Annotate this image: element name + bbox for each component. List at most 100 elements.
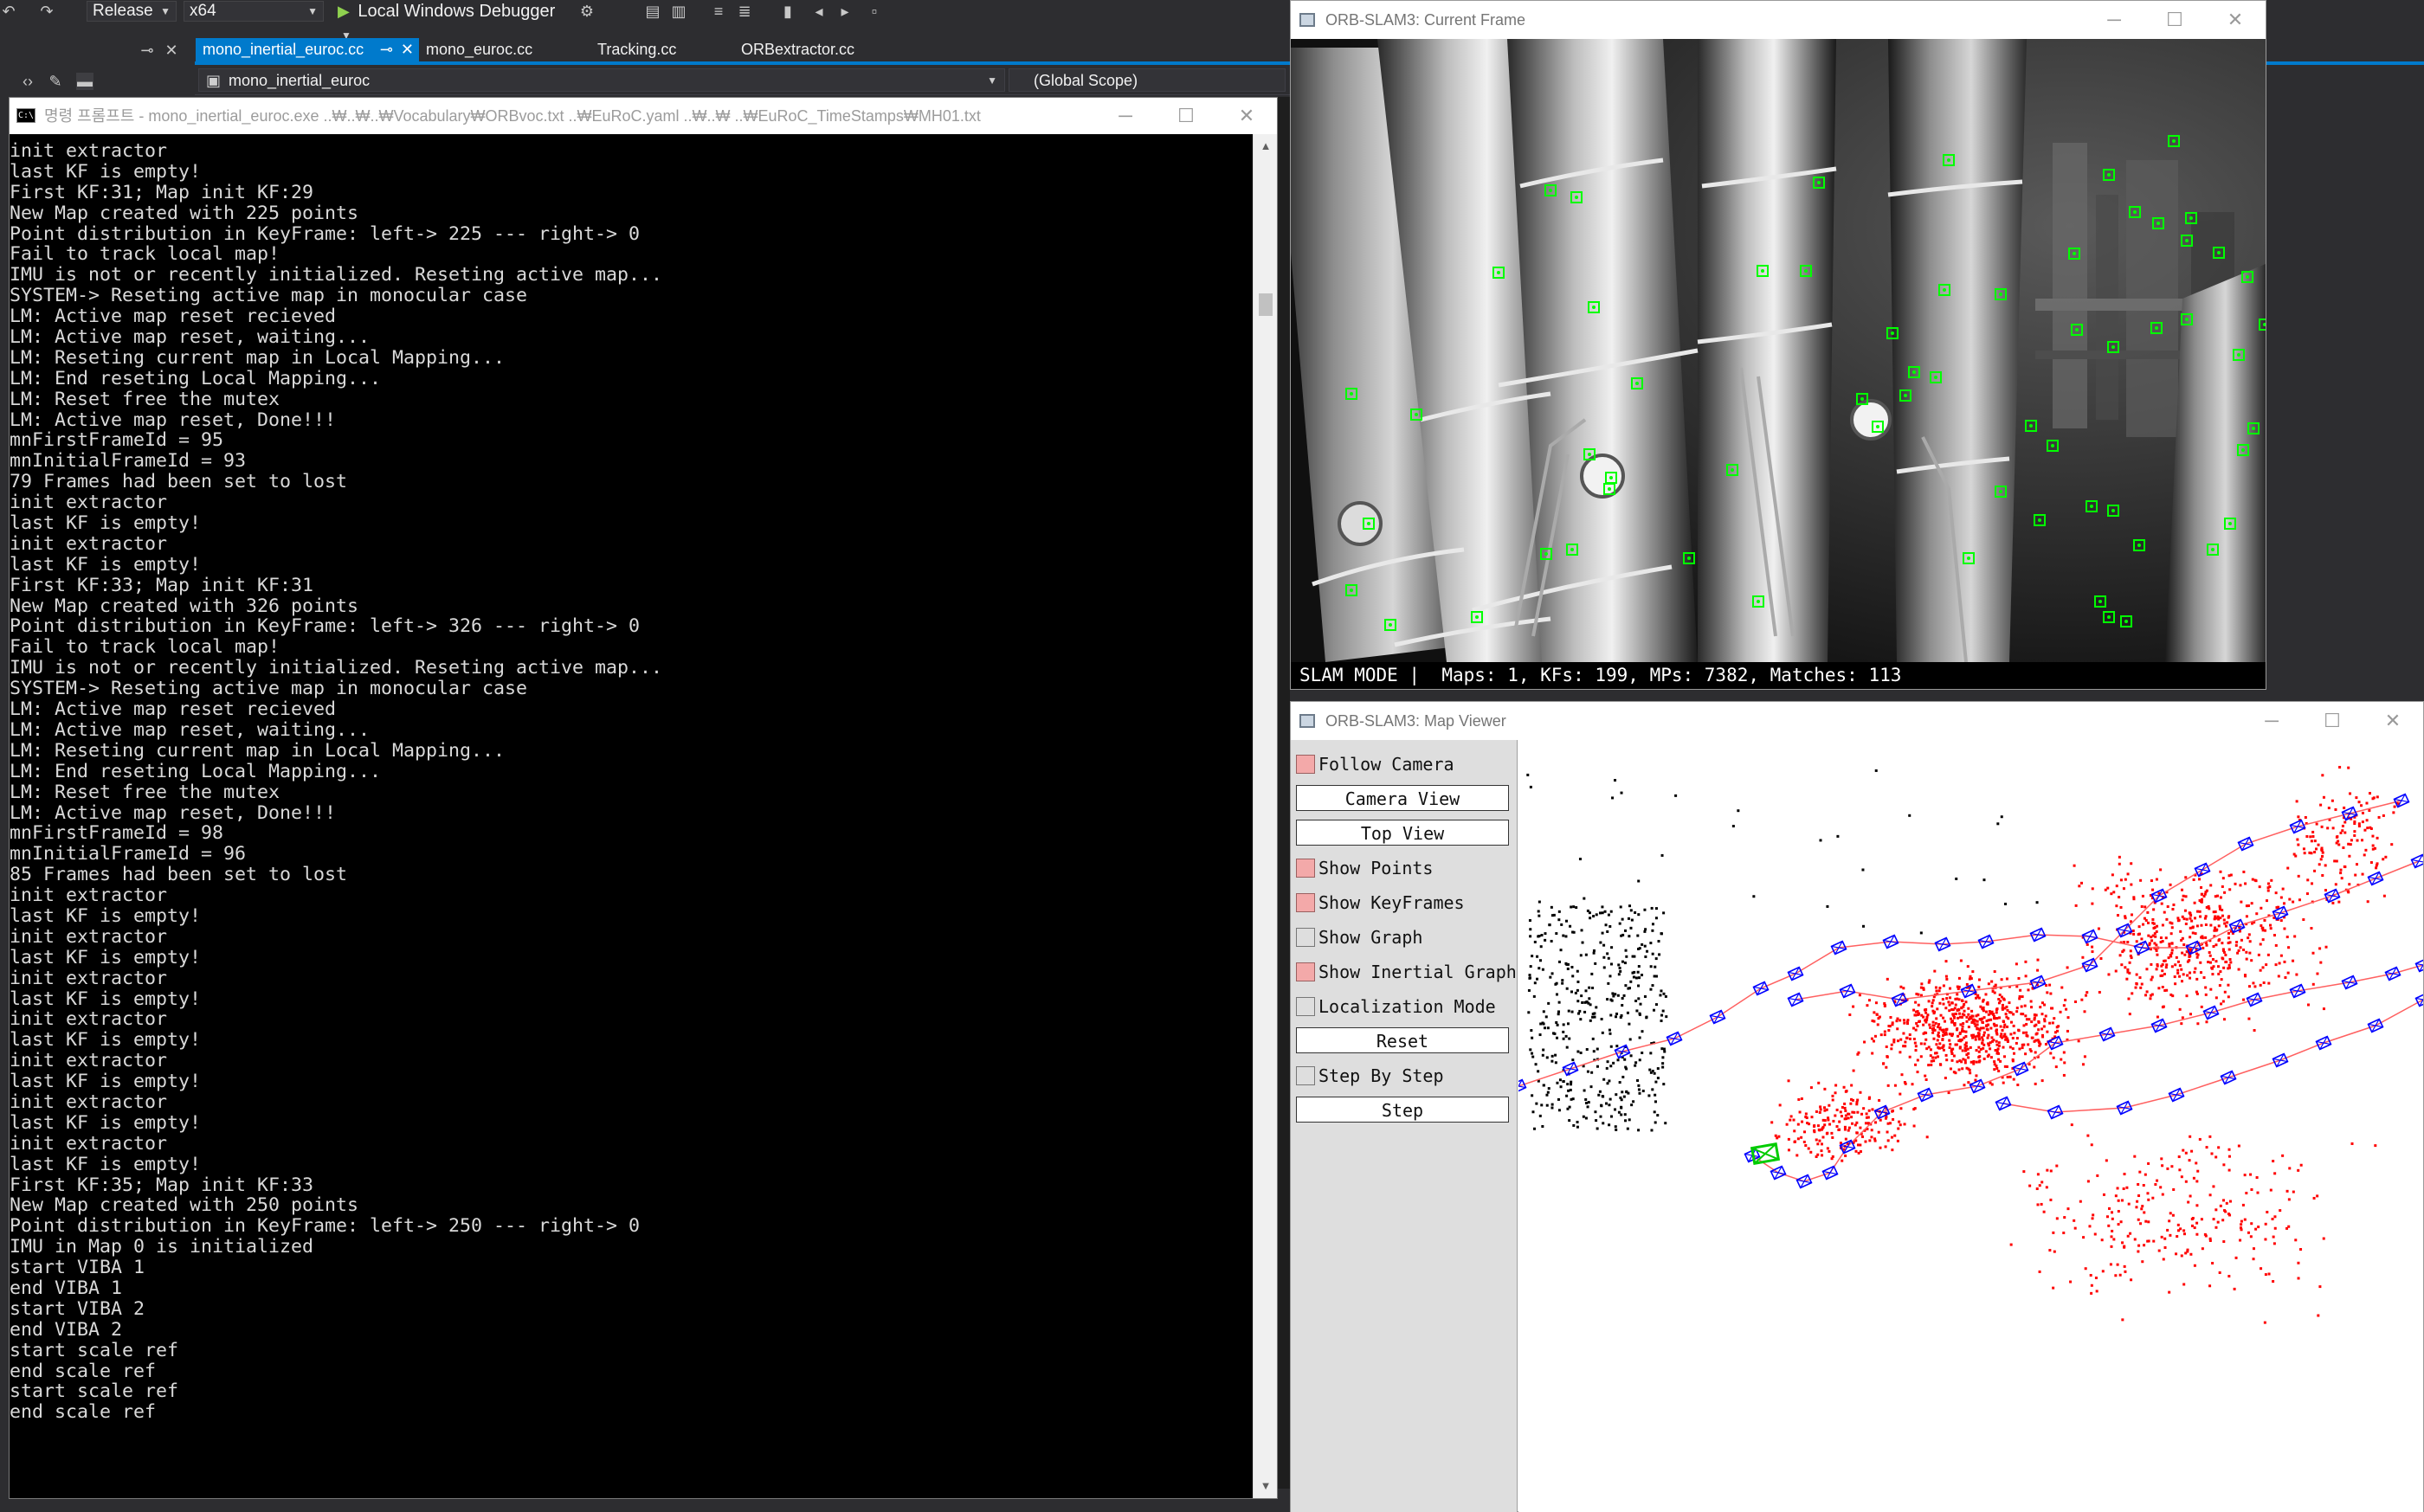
- follow-camera-checkbox[interactable]: Follow Camera: [1296, 750, 1512, 778]
- indent-icon[interactable]: ≡: [713, 3, 724, 20]
- prev-bookmark-icon[interactable]: ◂: [815, 3, 823, 20]
- frame-titlebar[interactable]: ORB-SLAM3: Current Frame ─ ☐ ✕: [1291, 1, 2266, 39]
- local-map-point: [2287, 1198, 2291, 1201]
- top-view-button[interactable]: Top View: [1296, 820, 1509, 846]
- console-line: last KF is empty!: [10, 988, 202, 1010]
- local-map-point: [1963, 1013, 1966, 1017]
- console-output[interactable]: init extractor last KF is empty! First KF:…: [10, 134, 1253, 1498]
- local-map-point: [2028, 1048, 2032, 1052]
- checkbox-box[interactable]: [1296, 928, 1315, 947]
- console-scrollbar[interactable]: ▲ ▼: [1253, 134, 1277, 1498]
- checkbox-box[interactable]: [1296, 893, 1315, 912]
- close-icon[interactable]: ⊸: [379, 41, 393, 58]
- camera-view-button[interactable]: Camera View: [1296, 785, 1509, 811]
- minimize-button[interactable]: ─: [2265, 710, 2279, 731]
- local-map-point: [1867, 999, 1871, 1002]
- local-map-point: [2035, 1187, 2039, 1191]
- local-map-point: [2214, 996, 2218, 1000]
- feature-marker: [2213, 247, 2225, 259]
- local-map-point: [2324, 889, 2327, 892]
- local-map-point: [1882, 1062, 1886, 1065]
- scroll-thumb[interactable]: [1259, 293, 1273, 316]
- local-map-point: [1976, 1013, 1980, 1017]
- local-map-point: [2148, 942, 2151, 945]
- local-map-point: [2063, 1216, 2066, 1219]
- project-select[interactable]: ▣ mono_inertial_euroc ▼: [198, 68, 1005, 92]
- platform-select[interactable]: x64 ▼: [184, 1, 324, 22]
- outdent-icon[interactable]: ≣: [738, 3, 751, 20]
- maximize-button[interactable]: ☐: [2324, 710, 2341, 731]
- map-point: [1546, 1026, 1550, 1030]
- checkbox-box[interactable]: [1296, 755, 1315, 774]
- local-map-point: [2147, 1198, 2150, 1201]
- browse-icon[interactable]: ▤: [645, 3, 661, 20]
- local-map-point: [1944, 1031, 1948, 1034]
- clear-bookmark-icon[interactable]: ▫: [871, 3, 878, 20]
- map-titlebar[interactable]: ORB-SLAM3: Map Viewer ─ ☐ ✕: [1291, 702, 2423, 740]
- step-button[interactable]: Step: [1296, 1097, 1509, 1123]
- local-map-point: [2141, 894, 2144, 898]
- local-map-point: [2074, 1000, 2078, 1003]
- bookmark-icon[interactable]: ▮: [783, 3, 792, 20]
- wrench-icon[interactable]: ✎: [48, 73, 62, 90]
- maximize-button[interactable]: ☐: [2166, 9, 2183, 30]
- step-icon[interactable]: ▥: [671, 3, 687, 20]
- map-3d-view[interactable]: [1518, 740, 2423, 1512]
- local-map-point: [1950, 1020, 1954, 1023]
- local-map-point: [2267, 1272, 2271, 1276]
- local-map-point: [2369, 827, 2373, 830]
- maximize-button[interactable]: ☐: [1177, 105, 1195, 126]
- local-map-point: [2147, 1161, 2150, 1165]
- map-point: [1654, 1003, 1658, 1007]
- minimize-button[interactable]: ─: [2107, 9, 2121, 30]
- show-graph-checkbox[interactable]: Show Graph: [1296, 923, 1512, 951]
- tab-tracking[interactable]: Tracking.cc: [590, 38, 738, 61]
- close-button[interactable]: ✕: [2227, 9, 2244, 30]
- show-keyframes-checkbox[interactable]: Show KeyFrames: [1296, 889, 1512, 917]
- reset-button[interactable]: Reset: [1296, 1027, 1509, 1053]
- console-titlebar[interactable]: C:\ 명령 프롬프트 - mono_inertial_euroc.exe ..…: [10, 98, 1277, 134]
- feature-point: [2252, 427, 2255, 430]
- redo-icon[interactable]: ↷: [40, 3, 54, 20]
- tab-mono-inertial-euroc[interactable]: mono_inertial_euroc.cc ⊸ ✕: [196, 38, 419, 61]
- local-map-point: [2203, 917, 2207, 920]
- step-by-step-checkbox[interactable]: Step By Step: [1296, 1062, 1512, 1090]
- checkbox-box[interactable]: [1296, 962, 1315, 981]
- checkbox-box[interactable]: [1296, 997, 1315, 1016]
- feature-marker: [1813, 177, 1825, 189]
- local-map-point: [2122, 887, 2125, 891]
- local-map-point: [1844, 1114, 1847, 1117]
- code-icon[interactable]: ‹›: [23, 73, 33, 90]
- next-bookmark-icon[interactable]: ▸: [841, 3, 849, 20]
- close-panel-icon[interactable]: ✕: [164, 42, 178, 59]
- tab-label: Tracking.cc: [597, 41, 677, 58]
- scroll-up-icon[interactable]: ▲: [1260, 139, 1272, 152]
- attach-icon[interactable]: ⚙: [579, 3, 595, 20]
- console-line: LM: End reseting Local Mapping...: [10, 760, 382, 782]
- show-points-checkbox[interactable]: Show Points: [1296, 854, 1512, 882]
- pin-icon[interactable]: ⊸: [140, 42, 154, 59]
- scope-select[interactable]: (Global Scope): [1009, 68, 1286, 92]
- tab-mono-euroc[interactable]: mono_euroc.cc: [419, 38, 583, 61]
- start-debugger-button[interactable]: ▶ Local Windows Debugger ▼: [338, 0, 563, 42]
- local-map-point: [2131, 929, 2135, 932]
- local-map-point: [2272, 1160, 2275, 1163]
- map-points-canvas[interactable]: [1518, 740, 2423, 1512]
- undo-icon[interactable]: ↶: [2, 3, 16, 20]
- minimize-button[interactable]: ─: [1119, 105, 1132, 126]
- local-map-point: [2156, 924, 2159, 928]
- configuration-select[interactable]: Release ▼: [87, 1, 177, 22]
- feature-marker: [1726, 464, 1738, 476]
- local-map-point: [1924, 1078, 1928, 1081]
- checkbox-box[interactable]: [1296, 1066, 1315, 1085]
- scroll-down-icon[interactable]: ▼: [1260, 1479, 1272, 1492]
- localization-mode-checkbox[interactable]: Localization Mode: [1296, 993, 1512, 1020]
- minus-icon[interactable]: ▬: [76, 73, 93, 90]
- tab-orbextractor[interactable]: ORBextractor.cc: [734, 38, 907, 61]
- close-button[interactable]: ✕: [2384, 710, 2401, 731]
- local-map-point: [2257, 953, 2260, 956]
- checkbox-box[interactable]: [1296, 859, 1315, 878]
- close-button[interactable]: ✕: [1238, 105, 1255, 126]
- close-icon[interactable]: ✕: [400, 41, 414, 58]
- show-inertial-graph-checkbox[interactable]: Show Inertial Graph: [1296, 958, 1517, 986]
